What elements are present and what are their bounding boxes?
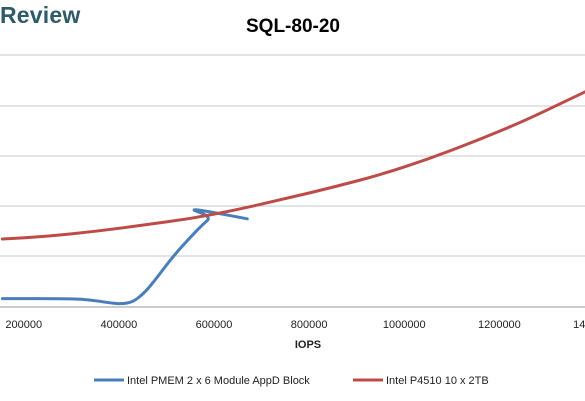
x-tick-label: 400000 xyxy=(101,319,138,331)
series-layer xyxy=(0,90,585,306)
x-tick-label: 1000000 xyxy=(383,319,426,331)
legend: Intel PMEM 2 x 6 Module AppD Block Intel … xyxy=(94,375,489,387)
x-tick-labels: 200000 400000 600000 800000 1000000 1200000 14… xyxy=(5,319,585,331)
series-line-2 xyxy=(0,90,585,241)
x-tick-label: 200000 xyxy=(5,319,42,331)
x-tick-label: 1400000 xyxy=(573,319,585,331)
x-axis-label: IOPS xyxy=(295,339,321,351)
x-tick-label: 600000 xyxy=(196,319,233,331)
x-tick-label: 1200000 xyxy=(478,319,521,331)
series-line-1 xyxy=(0,208,249,306)
gridlines xyxy=(0,54,585,308)
legend-label-2: Intel P4510 10 x 2TB xyxy=(386,375,489,387)
x-tick-label: 800000 xyxy=(291,319,328,331)
brand-logo: Review xyxy=(0,2,81,28)
chart-title: SQL-80-20 xyxy=(246,16,340,37)
legend-label-1: Intel PMEM 2 x 6 Module AppD Block xyxy=(127,375,310,387)
